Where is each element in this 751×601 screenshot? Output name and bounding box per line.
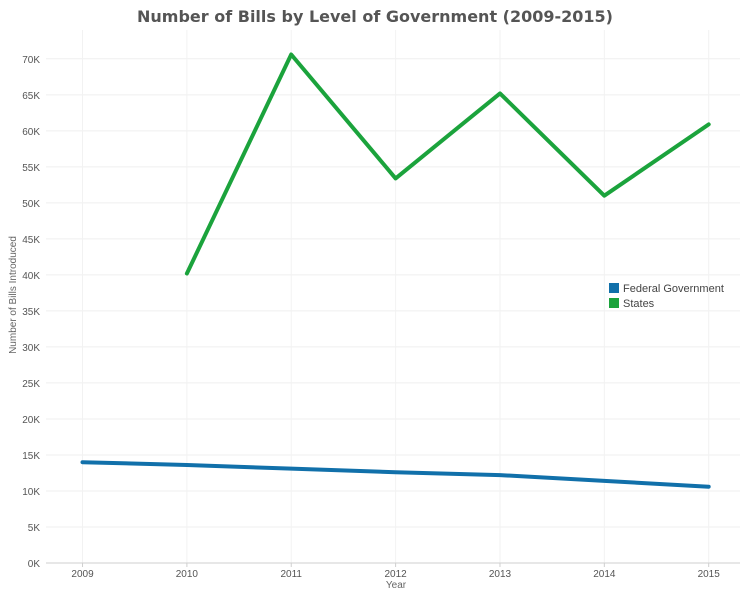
y-tick-label: 15K bbox=[22, 451, 40, 462]
x-tick-label: 2012 bbox=[384, 569, 407, 580]
y-tick-label: 60K bbox=[22, 127, 40, 138]
x-tick-label: 2015 bbox=[698, 569, 721, 580]
series-lines bbox=[80, 52, 711, 489]
series-line-federal-government bbox=[80, 460, 711, 489]
y-tick-label: 45K bbox=[22, 235, 40, 246]
legend-swatch bbox=[609, 298, 619, 308]
y-tick-label: 20K bbox=[22, 415, 40, 426]
legend-label: States bbox=[623, 298, 655, 310]
y-tick-label: 70K bbox=[22, 55, 40, 66]
y-tick-label: 50K bbox=[22, 199, 40, 210]
y-axis-ticks: 0K 5K 10K 15K 20K 25K 30K 35K 40K 45K 50K 55K 60K 65K… bbox=[22, 55, 40, 570]
y-tick-label: 55K bbox=[22, 163, 40, 174]
series-line-states bbox=[184, 52, 711, 276]
x-axis-ticks: 2009 2010 2011 2012 2013 2014 2015 bbox=[71, 563, 720, 580]
x-tick-label: 2013 bbox=[489, 569, 512, 580]
x-tick-label: 2009 bbox=[71, 569, 94, 580]
y-tick-label: 5K bbox=[28, 523, 41, 534]
gridlines bbox=[46, 30, 740, 563]
chart-title: Number of Bills by Level of Government (… bbox=[137, 7, 613, 26]
y-tick-label: 0K bbox=[28, 559, 41, 570]
y-tick-label: 10K bbox=[22, 487, 40, 498]
x-axis-title: Year bbox=[386, 580, 407, 591]
y-tick-label: 35K bbox=[22, 307, 40, 318]
x-tick-label: 2010 bbox=[176, 569, 199, 580]
legend: Federal Government States bbox=[609, 283, 724, 310]
y-axis-title: Number of Bills Introduced bbox=[8, 236, 19, 354]
y-tick-label: 25K bbox=[22, 379, 40, 390]
y-tick-label: 40K bbox=[22, 271, 40, 282]
legend-label: Federal Government bbox=[623, 283, 724, 295]
y-tick-label: 30K bbox=[22, 343, 40, 354]
x-tick-label: 2014 bbox=[593, 569, 616, 580]
x-tick-label: 2011 bbox=[280, 569, 302, 580]
legend-swatch bbox=[609, 283, 619, 293]
y-tick-label: 65K bbox=[22, 91, 40, 102]
